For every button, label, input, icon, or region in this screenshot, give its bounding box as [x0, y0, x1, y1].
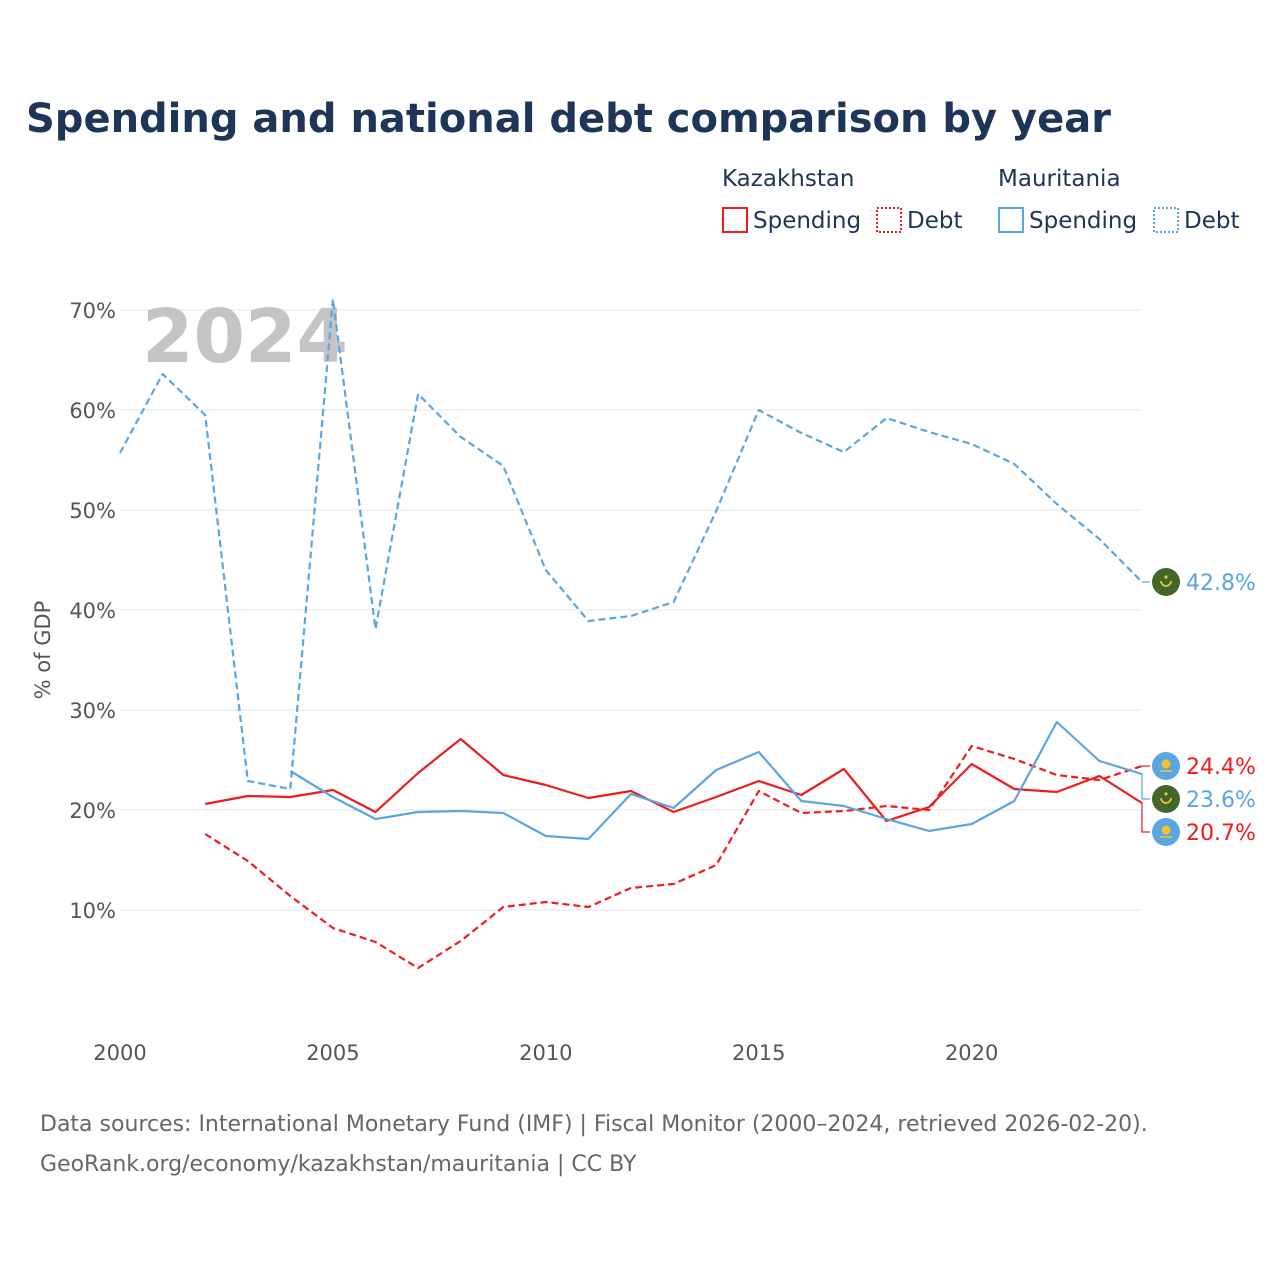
series-line-kazakhstan-spending	[204, 737, 1143, 823]
end-value-label: 20.7%	[1186, 821, 1256, 846]
kazakhstan-flag-icon	[1152, 818, 1180, 846]
legend-label-kazakhstan-debt: Debt	[907, 208, 962, 234]
y-axis-ticks: 10% 20% 30% 40% 50% 60% 70%	[69, 299, 116, 923]
end-label-leader	[1141, 803, 1150, 833]
legend-group-mauritania: Mauritania	[998, 166, 1121, 192]
end-value-label: 24.4%	[1186, 755, 1256, 780]
end-labels: 42.8% 24.4% 23.6% 20.7%	[1141, 568, 1256, 846]
y-tick-label: 20%	[69, 799, 116, 823]
kazakhstan-flag-icon	[1152, 752, 1180, 780]
y-tick-label: 30%	[69, 699, 116, 723]
end-value-label: 23.6%	[1186, 788, 1256, 813]
year-watermark: 2024	[142, 294, 348, 380]
end-value-label: 42.8%	[1186, 571, 1256, 596]
y-tick-label: 40%	[69, 599, 116, 623]
x-axis-ticks: 2000 2005 2010 2015 2020	[93, 1041, 998, 1065]
legend-label-mauritania-debt: Debt	[1184, 208, 1239, 234]
legend: Kazakhstan Mauritania Spending Debt Spen…	[722, 166, 1239, 234]
series-line-mauritania-spending	[289, 720, 1143, 841]
x-tick-label: 2010	[519, 1041, 572, 1065]
y-tick-label: 10%	[69, 899, 116, 923]
legend-group-kazakhstan: Kazakhstan	[722, 166, 855, 192]
series-line-kazakhstan-debt	[204, 744, 1143, 970]
legend-label-kazakhstan-spending: Spending	[753, 208, 861, 234]
mauritania-flag-icon	[1152, 568, 1180, 596]
x-tick-label: 2015	[732, 1041, 785, 1065]
legend-swatch-mauritania-spending	[998, 207, 1024, 233]
x-tick-label: 2005	[306, 1041, 359, 1065]
y-axis-label: % of GDP	[31, 601, 55, 700]
y-tick-label: 50%	[69, 499, 116, 523]
source-url: GeoRank.org/economy/kazakhstan/mauritani…	[40, 1152, 637, 1177]
legend-swatch-kazakhstan-debt	[876, 207, 902, 233]
y-tick-label: 70%	[69, 299, 116, 323]
legend-swatch-mauritania-debt	[1153, 207, 1179, 233]
y-tick-label: 60%	[69, 399, 116, 423]
end-label-leader	[1141, 774, 1150, 800]
chart-title: Spending and national debt comparison by…	[26, 96, 1111, 142]
source-note: Data sources: International Monetary Fun…	[40, 1112, 1148, 1137]
series-layer	[119, 297, 1143, 970]
x-tick-label: 2000	[93, 1041, 146, 1065]
mauritania-flag-icon	[1152, 785, 1180, 813]
legend-swatch-kazakhstan-spending	[722, 207, 748, 233]
legend-label-mauritania-spending: Spending	[1029, 208, 1137, 234]
x-tick-label: 2020	[945, 1041, 998, 1065]
gridlines	[120, 309, 1142, 911]
